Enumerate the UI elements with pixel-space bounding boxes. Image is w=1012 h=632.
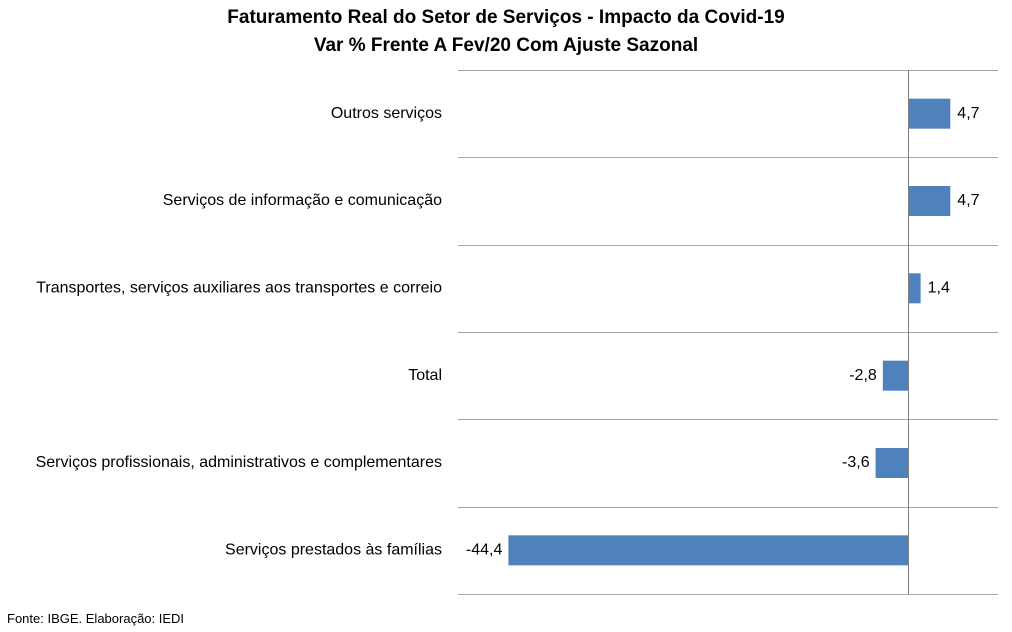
bar — [908, 186, 951, 216]
bar — [908, 98, 951, 129]
bar — [508, 535, 908, 566]
chart-subtitle: Var % Frente A Fev/20 Com Ajuste Sazonal — [313, 35, 699, 56]
source-note: Fonte: IBGE. Elaboração: IEDI — [7, 611, 185, 626]
category-label: Outros serviços — [331, 105, 442, 122]
data-label: -3,6 — [842, 454, 870, 471]
data-label: -2,8 — [849, 367, 877, 384]
category-label: Serviços prestados às famílias — [225, 542, 442, 559]
data-label: -44,4 — [466, 542, 503, 559]
category-label: Transportes, serviços auxiliares aos tra… — [36, 280, 442, 297]
category-label: Serviços de informação e comunicação — [163, 192, 442, 209]
data-label: 4,7 — [957, 105, 979, 122]
data-label: 1,4 — [928, 280, 950, 297]
bar — [882, 360, 908, 391]
category-label: Total — [408, 367, 442, 384]
bar — [875, 448, 908, 478]
data-label: 4,7 — [957, 192, 979, 209]
category-label: Serviços profissionais, administrativos … — [36, 454, 442, 471]
chart-title: Faturamento Real do Setor de Serviços - … — [227, 7, 785, 28]
bar — [908, 273, 921, 304]
